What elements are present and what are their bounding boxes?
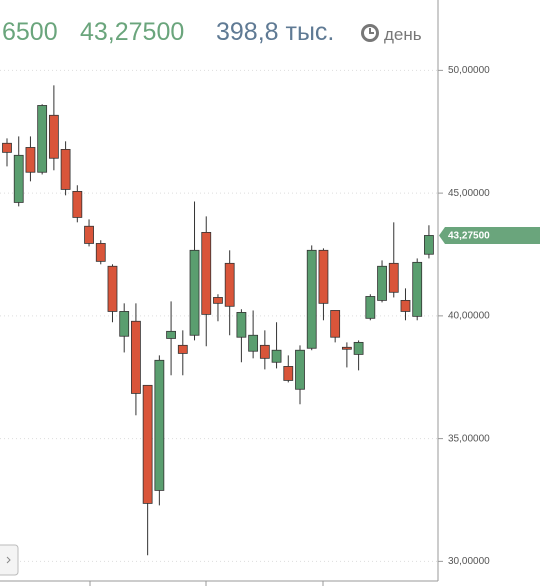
clock-icon: [361, 24, 379, 42]
candle-body: [166, 330, 176, 339]
last-price-label: 43,27500: [448, 231, 490, 242]
candle-body: [353, 341, 364, 355]
header-price: 43,27500: [80, 18, 184, 46]
candle-body: [365, 296, 376, 319]
candle-body: [283, 366, 294, 381]
candle-body: [318, 249, 329, 304]
candle-body: [306, 249, 317, 349]
candle-body: [142, 384, 153, 504]
candle-body: [177, 344, 188, 354]
candle-body: [37, 105, 48, 173]
candle-body: [259, 344, 270, 359]
candle-body: [213, 297, 223, 304]
y-tick-label: 30,00000: [448, 556, 490, 567]
candle-body: [295, 349, 305, 390]
candle-body: [330, 310, 341, 338]
candle-body: [131, 320, 141, 394]
candles: [0, 69, 438, 562]
y-tick-label: 40,00000: [448, 311, 490, 322]
candle-body: [236, 312, 247, 338]
candle-body: [13, 154, 24, 203]
y-tick-label: 50,00000: [448, 65, 490, 76]
candle-body: [388, 262, 399, 293]
candle-body: [400, 299, 411, 312]
candle-body: [25, 147, 36, 173]
candle-body: [84, 225, 94, 244]
period-label: день: [384, 25, 422, 44]
y-tick-label: 45,00000: [448, 188, 490, 199]
candle-body: [189, 249, 200, 336]
candle-body: [2, 142, 12, 153]
scroll-button[interactable]: [0, 544, 19, 576]
candle-body: [107, 265, 118, 312]
header-volume: 398,8 тыс.: [216, 18, 334, 46]
candle-body: [248, 334, 259, 352]
candle-body: [412, 261, 423, 317]
candle-body: [201, 231, 212, 315]
candle-body: [154, 359, 165, 491]
candle-body: [424, 235, 434, 255]
header-value: 6500: [2, 18, 58, 46]
candle-body: [72, 190, 83, 218]
last-price-tag: [439, 226, 540, 244]
candle-body: [341, 346, 352, 350]
candle-body: [119, 311, 130, 337]
y-tick-label: 35,00000: [448, 433, 490, 444]
candle-body: [60, 149, 71, 190]
plot-area: [0, 0, 438, 581]
candle-body: [95, 243, 106, 262]
candle-body: [271, 349, 282, 363]
candle-body: [224, 262, 235, 307]
candle-body: [48, 114, 59, 159]
candle-body: [377, 265, 387, 301]
